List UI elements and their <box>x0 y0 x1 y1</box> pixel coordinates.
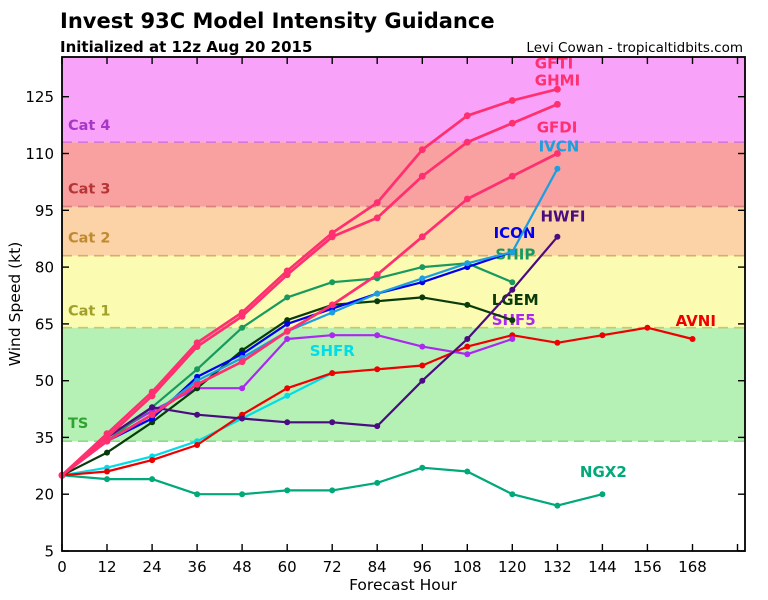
y-tick-label: 20 <box>35 486 54 504</box>
x-tick-label: 36 <box>188 558 207 576</box>
band-cat1 <box>62 255 745 328</box>
series-label-IVCN: IVCN <box>539 138 580 156</box>
y-tick-label: 65 <box>35 315 54 333</box>
x-tick-label: 60 <box>278 558 297 576</box>
x-tick-label: 84 <box>368 558 387 576</box>
y-tick-label: 5 <box>44 543 54 561</box>
band-cat3 <box>62 142 745 207</box>
plot-border <box>61 56 746 552</box>
series-label-ICON: ICON <box>494 224 536 242</box>
y-tick-label: 35 <box>35 429 54 447</box>
x-axis-label: Forecast Hour <box>349 576 457 594</box>
series-label-GFTI: GFTI <box>535 54 573 72</box>
x-tick-label: 96 <box>413 558 432 576</box>
x-tick-label: 168 <box>678 558 707 576</box>
series-HWFI: HWFI <box>59 208 585 479</box>
series-GFDI: GFDI <box>58 119 578 479</box>
series-label-GFDI: GFDI <box>537 119 578 137</box>
series-GHMI: GHMI <box>58 71 580 479</box>
x-tick-label: 108 <box>453 558 482 576</box>
band-cat2 <box>62 206 745 256</box>
band-label-ts: TS <box>68 416 88 432</box>
series-label-HWFI: HWFI <box>541 208 586 226</box>
band-label-cat1: Cat 1 <box>68 304 111 320</box>
x-tick-label: 120 <box>498 558 527 576</box>
x-tick-label: 132 <box>543 558 572 576</box>
x-tick-label: 156 <box>633 558 662 576</box>
x-tick-label: 48 <box>233 558 252 576</box>
band-label-cat3: Cat 3 <box>68 181 111 197</box>
y-tick-label: 125 <box>25 88 54 106</box>
x-tick-label: 12 <box>97 558 116 576</box>
series-NGX2: NGX2 <box>59 463 627 509</box>
series-label-SHFR: SHFR <box>310 342 356 360</box>
y-tick-label: 110 <box>25 145 54 163</box>
y-axis-label: Wind Speed (kt) <box>6 242 24 367</box>
x-tick-label: 72 <box>323 558 342 576</box>
y-tick-label: 80 <box>35 259 54 277</box>
series-label-GHMI: GHMI <box>535 71 580 89</box>
series-label-SHIP: SHIP <box>495 246 535 264</box>
series-label-LGEM: LGEM <box>492 291 539 309</box>
y-tick-label: 50 <box>35 372 54 390</box>
band-label-cat2: Cat 2 <box>68 231 111 247</box>
x-tick-label: 144 <box>588 558 617 576</box>
chart-subtitle: Initialized at 12z Aug 20 2015 <box>60 38 312 56</box>
y-tick-label: 95 <box>35 202 54 220</box>
x-tick-label: 0 <box>57 558 67 576</box>
series-label-AVNI: AVNI <box>676 312 716 330</box>
band-ts <box>62 327 745 442</box>
chart-title: Invest 93C Model Intensity Guidance <box>60 9 495 33</box>
band-cat4 <box>62 57 745 143</box>
band-label-cat4: Cat 4 <box>68 118 111 134</box>
x-tick-label: 24 <box>143 558 162 576</box>
credit-text: Levi Cowan - tropicaltidbits.com <box>526 40 743 56</box>
series-label-NGX2: NGX2 <box>580 463 627 481</box>
